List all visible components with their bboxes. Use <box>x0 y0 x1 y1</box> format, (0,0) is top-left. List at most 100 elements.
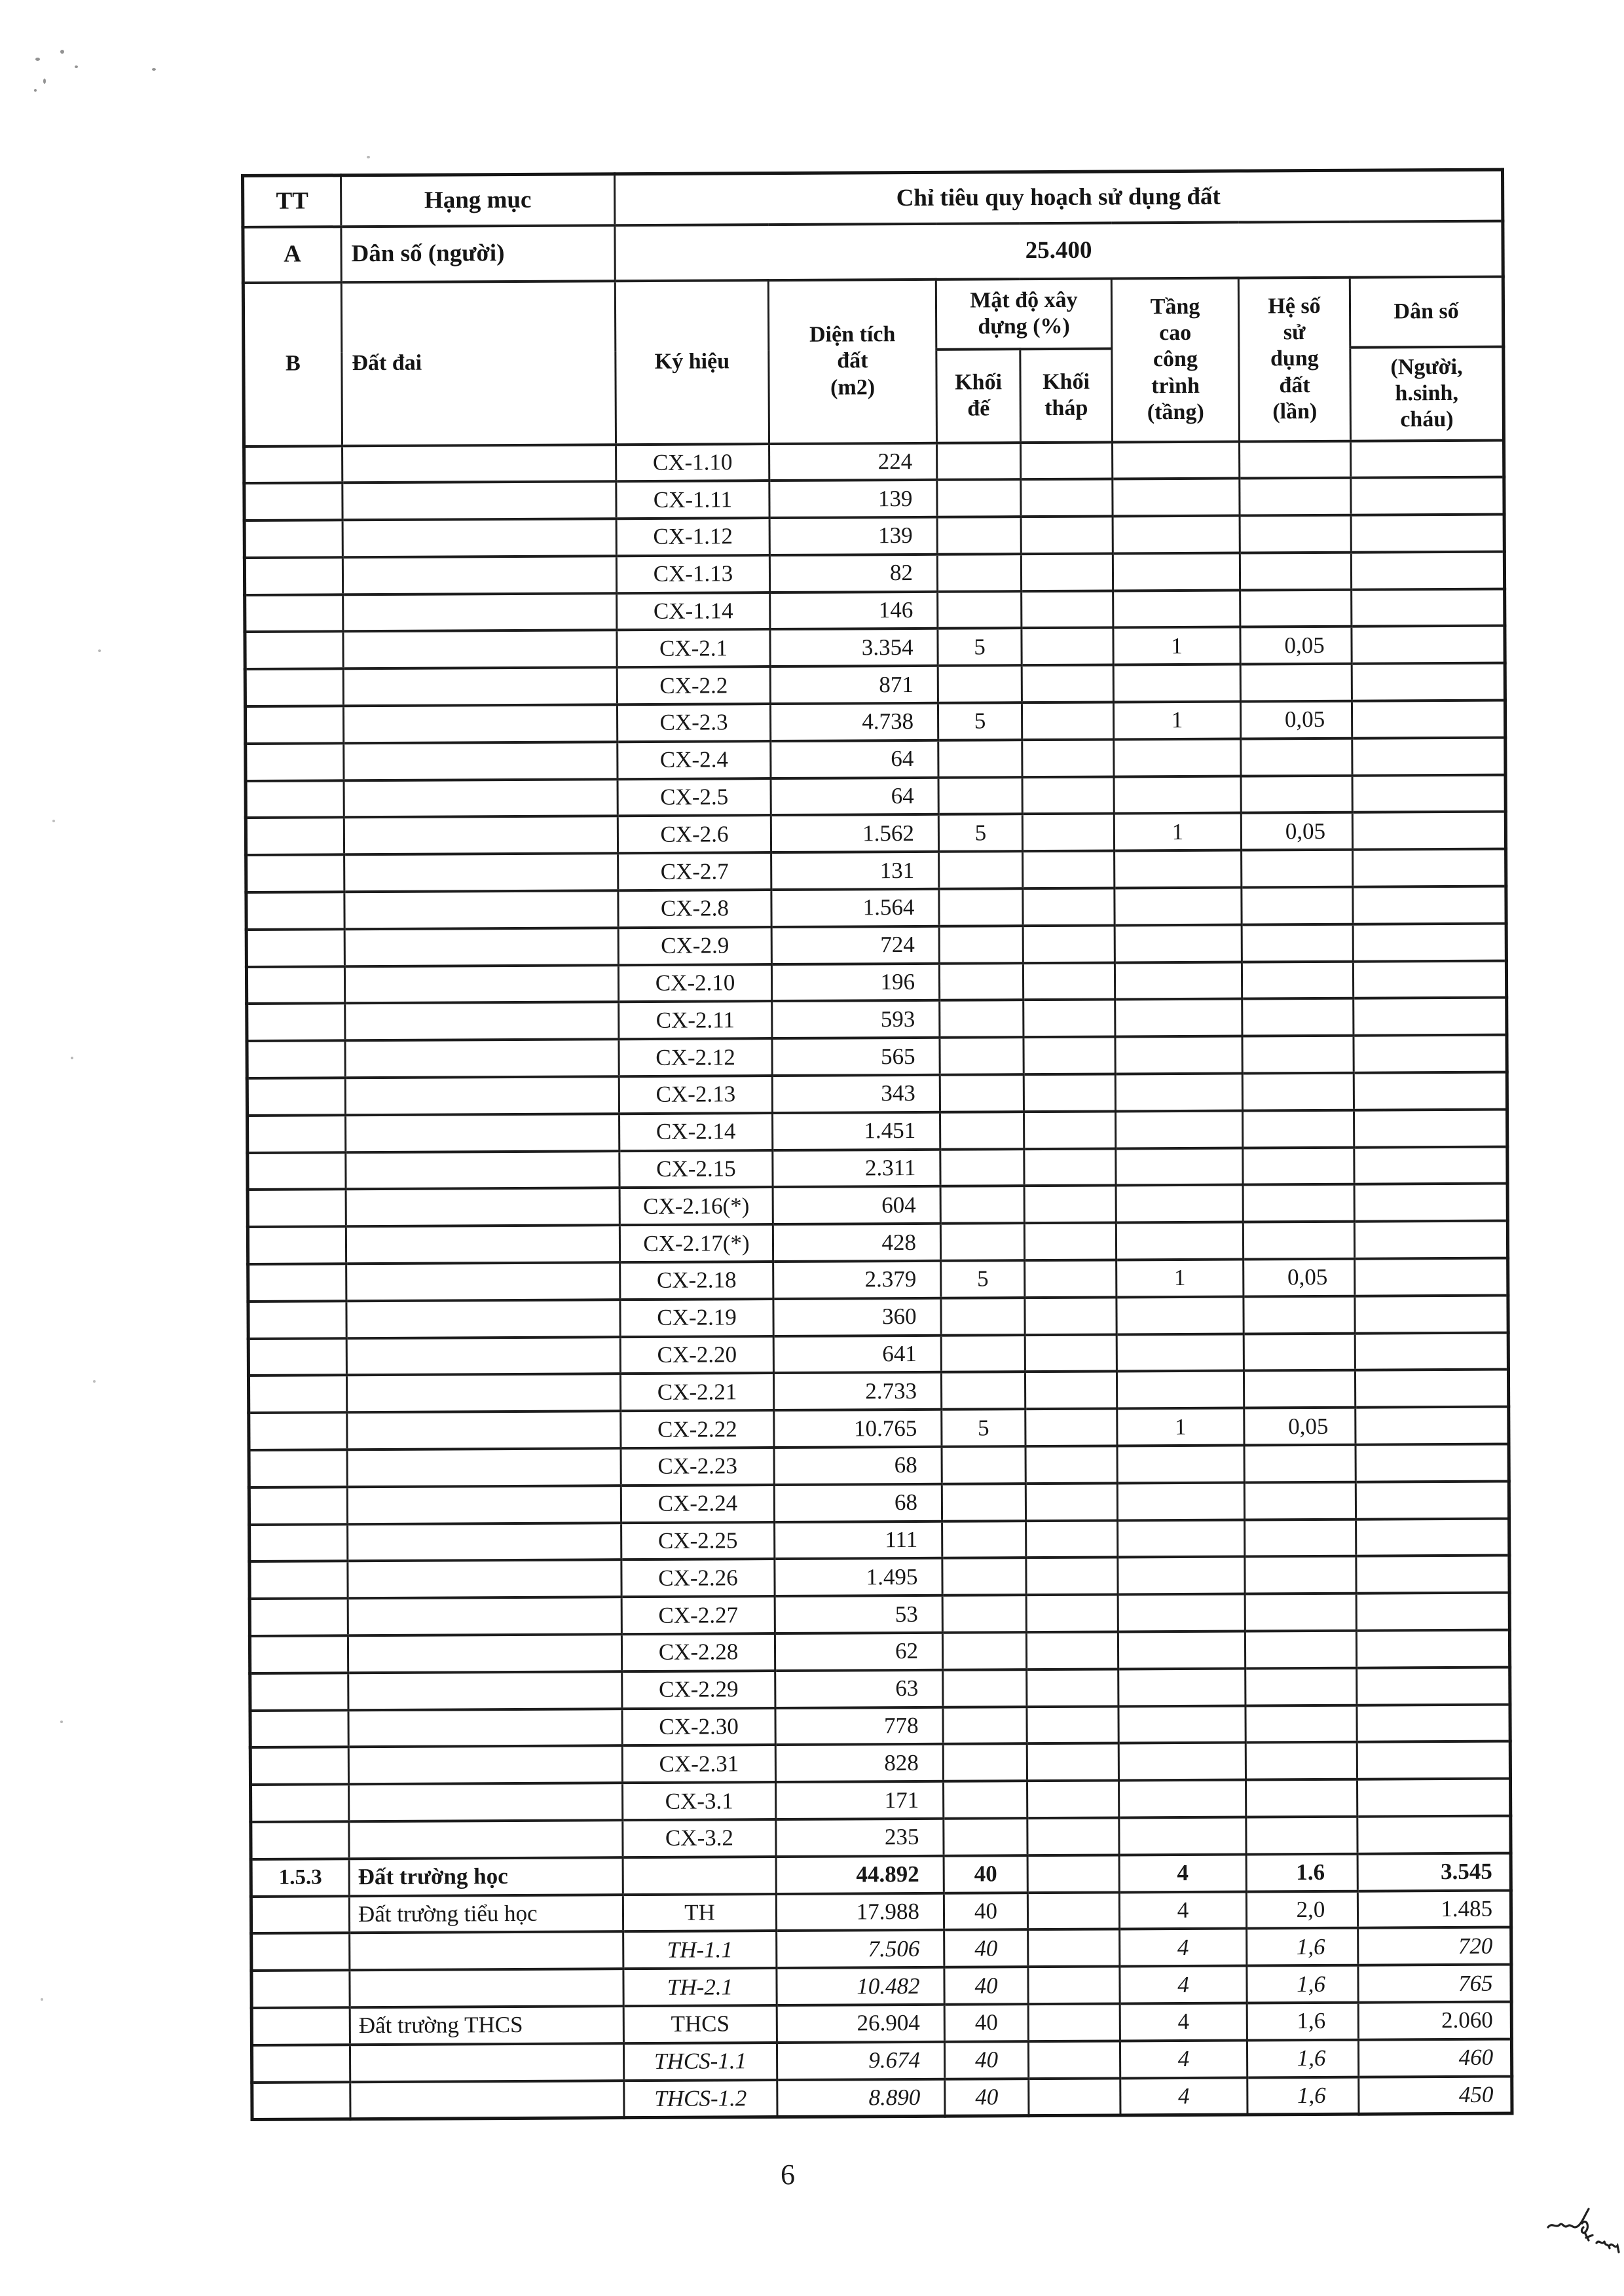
cell-ky-hieu: THCS <box>623 2005 777 2043</box>
cell-dien-tich: 2.379 <box>773 1260 941 1299</box>
cell-hang-muc <box>348 1671 622 1710</box>
cell-dien-tich: 139 <box>769 480 938 519</box>
cell-tt <box>244 557 343 595</box>
cell-dan-so <box>1350 440 1504 479</box>
cell-dien-tich: 4.738 <box>770 702 938 741</box>
cell-he-so <box>1244 1333 1356 1371</box>
cell-dan-so <box>1350 477 1505 515</box>
cell-dien-tich: 828 <box>775 1744 944 1783</box>
cell-tt <box>247 1115 346 1153</box>
cell-he-so <box>1240 589 1352 628</box>
cell-tang-cao: 4 <box>1119 1965 1247 2004</box>
table-row: CX-2.27 53 <box>249 1592 1510 1636</box>
cell-he-so <box>1240 515 1352 553</box>
col-header-khoi-de: Khối đế <box>936 348 1021 443</box>
cell-tt <box>251 1933 350 1971</box>
cell-khoi-thap <box>1028 2078 1121 2116</box>
cell-dan-so <box>1356 1704 1511 1743</box>
cell-ky-hieu: CX-2.9 <box>618 926 772 965</box>
cell-khoi-thap <box>1025 1557 1118 1595</box>
cell-he-so <box>1242 998 1354 1036</box>
cell-dien-tich: 62 <box>775 1632 943 1671</box>
cell-hang-muc <box>344 853 618 892</box>
cell-dien-tich: 871 <box>770 666 938 704</box>
cell-ky-hieu: CX-2.2 <box>617 666 771 705</box>
cell-dien-tich: 64 <box>770 740 939 778</box>
cell-khoi-de: 40 <box>944 1967 1029 2005</box>
cell-dien-tich: 1.495 <box>774 1558 943 1597</box>
cell-he-so <box>1246 1742 1357 1780</box>
table-row: CX-2.23 68 <box>249 1444 1509 1487</box>
cell-tt <box>246 817 344 856</box>
cell-khoi-de: 5 <box>940 1260 1025 1298</box>
cell-ky-hieu: CX-2.1 <box>616 629 771 668</box>
cell-tt <box>248 1226 346 1264</box>
cell-tt <box>250 1784 349 1822</box>
cell-tang-cao <box>1112 478 1240 517</box>
cell-he-so <box>1244 1444 1356 1483</box>
cell-tt <box>250 1747 349 1785</box>
cell-ky-hieu: CX-2.28 <box>621 1633 775 1671</box>
cell-hang-muc <box>342 592 617 632</box>
table-row: CX-3.1 171 <box>250 1778 1511 1822</box>
cell-ky-hieu: CX-2.24 <box>621 1484 775 1523</box>
cell-dien-tich: 343 <box>772 1074 940 1113</box>
cell-ky-hieu: CX-2.26 <box>621 1559 775 1597</box>
cell-khoi-de <box>937 517 1022 555</box>
cell-dan-so <box>1356 1555 1510 1594</box>
cell-he-so: 2,0 <box>1246 1891 1358 1929</box>
cell-dan-so: 2.060 <box>1358 2001 1512 2040</box>
cell-ky-hieu: THCS-1.2 <box>623 2079 778 2118</box>
cell-khoi-de <box>943 1818 1028 1856</box>
cell-hang-muc <box>342 630 618 669</box>
cell-ky-hieu: CX-2.30 <box>621 1707 776 1746</box>
cell-ky-hieu: THCS-1.1 <box>623 2042 777 2081</box>
cell-tang-cao <box>1115 998 1242 1037</box>
cell-khoi-thap <box>1021 516 1113 555</box>
cell-khoi-thap <box>1024 1185 1116 1224</box>
cell-hang-muc <box>346 1374 621 1413</box>
cell-khoi-de <box>943 1743 1027 1781</box>
cell-tang-cao <box>1113 515 1240 554</box>
table-row: CX-2.16(*) 604 <box>248 1184 1508 1228</box>
cell-he-so <box>1241 775 1353 814</box>
cell-hang-muc <box>343 704 618 744</box>
table-row: CX-2.21 2.733 <box>248 1369 1509 1413</box>
cell-hang-muc <box>345 1150 620 1190</box>
cell-he-so <box>1239 441 1351 479</box>
cell-khoi-thap <box>1020 442 1113 480</box>
cell-ky-hieu: CX-2.27 <box>621 1596 775 1635</box>
cell-he-so <box>1241 886 1354 925</box>
cell-ky-hieu: TH-2.1 <box>623 1968 777 2007</box>
cell-tang-cao <box>1118 1668 1246 1707</box>
cell-ky-hieu <box>623 1856 777 1895</box>
cell-tt <box>248 1301 347 1339</box>
cell-khoi-thap <box>1027 1929 1120 1967</box>
cell-tt <box>244 445 342 484</box>
cell-dien-tich: 68 <box>774 1484 942 1522</box>
table-row: CX-2.18 2.379 5 1 0,05 <box>248 1258 1508 1302</box>
cell-hang-muc <box>350 2043 624 2082</box>
cell-dan-so <box>1352 700 1505 738</box>
cell-ky-hieu: CX-2.3 <box>617 704 771 742</box>
cell-khoi-thap <box>1021 553 1113 591</box>
cell-dien-tich: 146 <box>769 591 938 630</box>
cell-khoi-thap <box>1022 665 1114 703</box>
cell-tang-cao <box>1116 1222 1244 1260</box>
cell-ky-hieu: CX-2.29 <box>621 1670 775 1709</box>
header-row-top: TT Hạng mục Chỉ tiêu quy hoạch sử dụng đ… <box>242 170 1503 227</box>
cell-ky-hieu: CX-2.16(*) <box>619 1187 773 1226</box>
cell-he-so <box>1240 664 1352 702</box>
table-row: CX-2.5 64 <box>246 774 1506 818</box>
cell-dien-tich: 2.733 <box>773 1372 942 1411</box>
table-row: CX-2.26 1.495 <box>249 1555 1510 1599</box>
cell-tt <box>246 929 345 967</box>
cell-khoi-thap <box>1025 1520 1118 1558</box>
table-row: CX-2.20 641 <box>248 1332 1509 1376</box>
cell-khoi-thap <box>1027 1855 1120 1893</box>
cell-he-so <box>1239 478 1352 516</box>
cell-tang-cao <box>1118 1742 1246 1781</box>
cell-hang-muc <box>346 1411 621 1450</box>
cell-dien-tich: 1.451 <box>772 1112 940 1150</box>
cell-khoi-thap <box>1022 776 1115 814</box>
